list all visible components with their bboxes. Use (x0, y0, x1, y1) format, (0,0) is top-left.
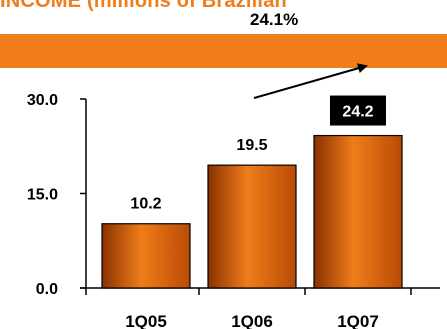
header-band (0, 34, 447, 68)
x-tick-label: 1Q05 (125, 312, 167, 329)
bar-1q06 (207, 164, 297, 289)
highlight-value-box (330, 95, 386, 126)
y-tick-label: 0.0 (36, 281, 58, 298)
x-tick-label: 1Q07 (337, 312, 379, 329)
chart-title: INCOME (millions of Brazilian (0, 0, 287, 12)
chart-axes: 0.0 15.0 30.0 (27, 92, 440, 298)
bar-1q07 (313, 134, 403, 289)
data-label: 24.2 (342, 104, 373, 121)
y-tick-label: 15.0 (27, 187, 58, 204)
growth-percentage-label: 24.1% (250, 10, 299, 29)
bar-1q05 (101, 223, 191, 289)
data-label: 10.2 (130, 196, 161, 213)
y-tick-label: 30.0 (27, 92, 58, 109)
x-tick-label: 1Q06 (231, 312, 273, 329)
growth-arrow (253, 63, 368, 99)
data-label: 19.5 (236, 137, 267, 154)
bars-group: 10.2 1Q05 19.5 1Q06 24.2 1Q07 (101, 95, 403, 329)
